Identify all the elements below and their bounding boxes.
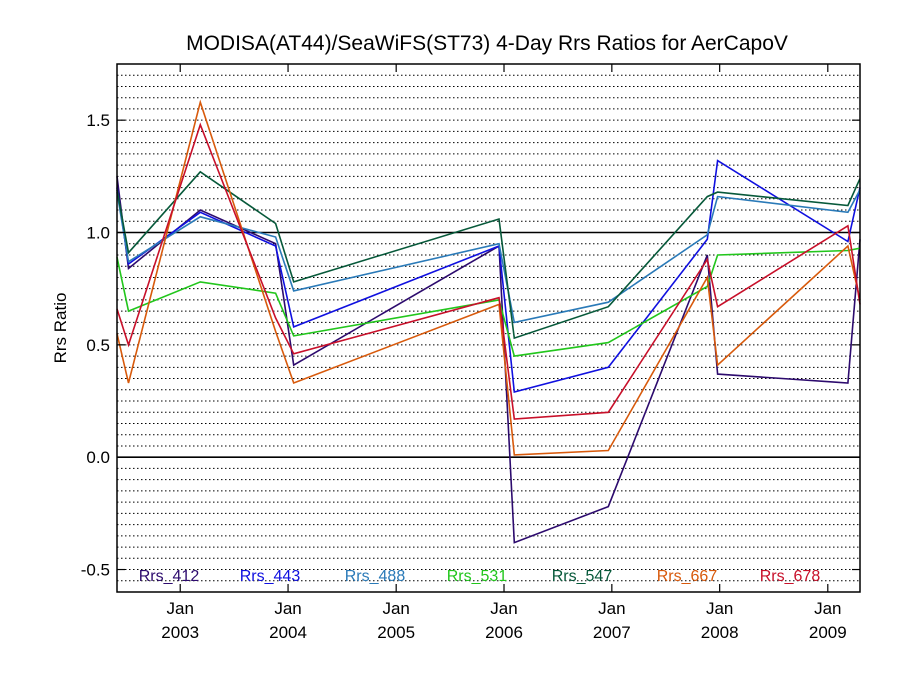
y-tick-label: 1.5: [86, 111, 110, 130]
x-tick-label-year: 2004: [269, 623, 307, 642]
x-tick-label-month: Jan: [814, 599, 841, 618]
chart-title: MODISA(AT44)/SeaWiFS(ST73) 4-Day Rrs Rat…: [186, 32, 788, 55]
x-tick-label-month: Jan: [706, 599, 733, 618]
y-tick-label: 0.0: [86, 448, 110, 467]
legend-entry: Rrs_667: [657, 568, 718, 585]
y-tick-label: 0.5: [86, 336, 110, 355]
x-tick-label-year: 2008: [701, 623, 739, 642]
y-axis-ticks: -0.5 0.0 0.5 1.0 1.5: [81, 111, 860, 580]
series-line-rrs-412: [116, 176, 861, 544]
gridlines: [117, 63, 860, 582]
legend-entry: Rrs_678: [760, 568, 821, 585]
series-line-rrs-443: [116, 159, 861, 394]
y-tick-label: -0.5: [81, 561, 110, 580]
legend-entry: Rrs_488: [345, 568, 406, 585]
legend: Rrs_412 Rrs_443 Rrs_488 Rrs_531 Rrs_547 Rrs_6…: [139, 568, 821, 585]
legend-entry: Rrs_531: [447, 568, 508, 585]
x-tick-label-month: Jan: [167, 599, 194, 618]
y-tick-label: 1.0: [86, 224, 110, 243]
series-line-rrs-678: [116, 122, 861, 420]
x-tick-label-month: Jan: [382, 599, 409, 618]
x-tick-label-year: 2009: [809, 623, 847, 642]
x-tick-label-month: Jan: [598, 599, 625, 618]
series-lines: [116, 99, 861, 544]
x-tick-label-year: 2007: [593, 623, 631, 642]
x-tick-label-month: Jan: [490, 599, 517, 618]
legend-entry: Rrs_547: [552, 568, 613, 585]
x-axis-ticks: Jan 2003 Jan 2004 Jan 2005 Jan 2006 Jan 2007 Jan 20…: [161, 64, 847, 642]
series-line-rrs-667: [116, 99, 861, 456]
legend-entry: Rrs_412: [139, 568, 200, 585]
x-tick-label-year: 2006: [485, 623, 523, 642]
reference-lines: [117, 231, 860, 458]
series-line-rrs-547: [116, 170, 861, 340]
legend-entry: Rrs_443: [240, 568, 301, 585]
plot-frame: [116, 63, 861, 593]
x-tick-label-year: 2003: [161, 623, 199, 642]
x-tick-label-month: Jan: [274, 599, 301, 618]
y-axis-label: Rrs Ratio: [51, 293, 70, 364]
x-tick-label-year: 2005: [377, 623, 415, 642]
series-line-rrs-531: [116, 247, 861, 357]
